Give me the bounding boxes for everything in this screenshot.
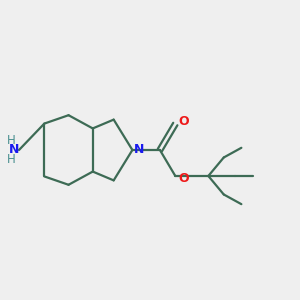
Text: O: O: [179, 172, 190, 185]
Text: N: N: [134, 143, 145, 157]
Text: N: N: [9, 143, 20, 157]
Text: O: O: [179, 115, 190, 128]
Text: H: H: [7, 134, 16, 147]
Text: H: H: [7, 153, 16, 166]
